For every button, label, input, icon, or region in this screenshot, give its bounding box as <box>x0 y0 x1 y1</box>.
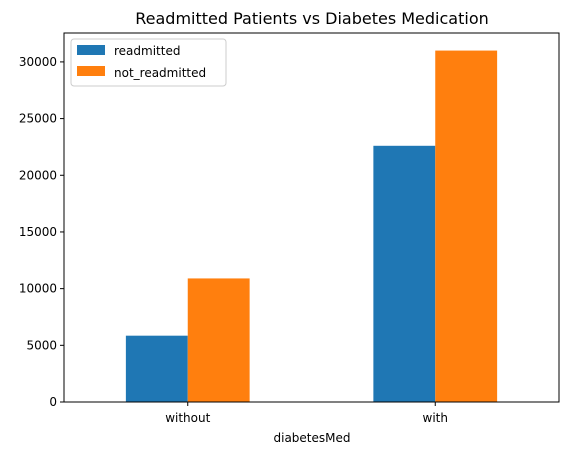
y-tick-label: 20000 <box>19 168 57 182</box>
y-tick-label: 0 <box>49 395 57 409</box>
y-tick-label: 5000 <box>26 338 57 352</box>
legend-box <box>70 38 227 87</box>
y-tick-label: 25000 <box>19 112 57 126</box>
legend-label-readmitted: readmitted <box>114 44 180 58</box>
legend-swatch-not-readmitted <box>77 66 105 76</box>
y-tick-label: 10000 <box>19 282 57 296</box>
legend: readmitted not_readmitted <box>70 38 227 87</box>
legend-swatch-readmitted <box>77 45 105 55</box>
bar-readmitted-without <box>125 335 188 402</box>
chart-title: Readmitted Patients vs Diabetes Medicati… <box>135 9 489 28</box>
x-tick-label: without <box>165 411 210 425</box>
bar-not-readmitted-without <box>187 278 250 402</box>
x-tick-label: with <box>423 411 448 425</box>
plot-border <box>63 32 560 403</box>
y-tick-label: 15000 <box>19 225 57 239</box>
bar-not-readmitted-with <box>435 50 498 402</box>
y-tick-label: 30000 <box>19 55 57 69</box>
y-axis: 0 5000 10000 15000 20000 25000 30000 <box>19 55 64 409</box>
legend-label-not-readmitted: not_readmitted <box>114 66 206 80</box>
x-axis-label: diabetesMed <box>274 431 351 445</box>
bars <box>125 50 498 402</box>
x-axis: without with <box>165 402 448 425</box>
bar-readmitted-with <box>373 145 436 402</box>
